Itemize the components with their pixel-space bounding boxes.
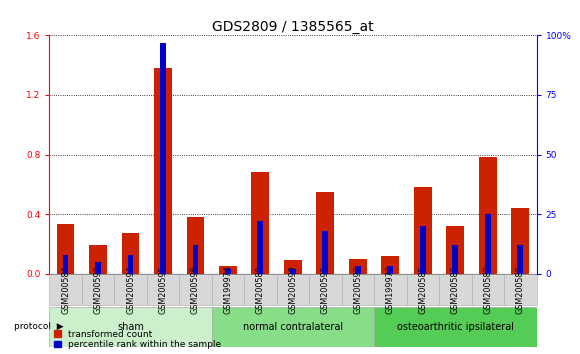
Bar [452, 245, 458, 274]
Bar [219, 266, 237, 274]
FancyBboxPatch shape [147, 274, 179, 305]
FancyBboxPatch shape [212, 307, 374, 347]
Text: GSM199974: GSM199974 [223, 265, 233, 314]
Text: GSM199973: GSM199973 [386, 265, 395, 314]
Bar [349, 259, 367, 274]
Text: GSM200595: GSM200595 [158, 265, 168, 314]
Bar [128, 255, 133, 274]
FancyBboxPatch shape [374, 274, 407, 305]
Bar [387, 267, 393, 274]
Bar [95, 262, 101, 274]
FancyBboxPatch shape [244, 274, 277, 305]
Text: GSM200585: GSM200585 [418, 265, 427, 314]
Text: GSM200594: GSM200594 [126, 265, 135, 314]
Text: GSM200596: GSM200596 [191, 265, 200, 314]
FancyBboxPatch shape [342, 274, 374, 305]
Bar [479, 158, 496, 274]
Title: GDS2809 / 1385565_at: GDS2809 / 1385565_at [212, 21, 374, 34]
FancyBboxPatch shape [114, 274, 147, 305]
Bar [258, 221, 263, 274]
Bar [160, 42, 166, 274]
Bar [187, 217, 204, 274]
Bar [225, 269, 231, 274]
Text: GSM200590: GSM200590 [288, 265, 298, 314]
Text: normal contralateral: normal contralateral [243, 322, 343, 332]
Bar [512, 208, 529, 274]
FancyBboxPatch shape [179, 274, 212, 305]
Bar [290, 269, 296, 274]
FancyBboxPatch shape [277, 274, 309, 305]
FancyBboxPatch shape [472, 274, 504, 305]
FancyBboxPatch shape [212, 274, 244, 305]
Bar [382, 256, 399, 274]
FancyBboxPatch shape [439, 274, 472, 305]
Bar [284, 260, 302, 274]
Text: GSM200589: GSM200589 [256, 265, 265, 314]
Text: protocol  ▶: protocol ▶ [14, 322, 63, 331]
Bar [447, 226, 464, 274]
Text: GSM200588: GSM200588 [516, 265, 525, 314]
Text: GSM200584: GSM200584 [61, 265, 70, 314]
FancyBboxPatch shape [374, 307, 536, 347]
Text: GSM200591: GSM200591 [321, 265, 330, 314]
Text: sham: sham [117, 322, 144, 332]
Bar [193, 245, 198, 274]
Text: GSM200587: GSM200587 [483, 265, 492, 314]
Bar [414, 187, 432, 274]
Bar [317, 192, 334, 274]
Bar [154, 68, 172, 274]
Bar [355, 267, 361, 274]
Text: GSM200592: GSM200592 [353, 265, 362, 314]
Bar [57, 224, 74, 274]
Bar [252, 172, 269, 274]
FancyBboxPatch shape [82, 274, 114, 305]
Text: GSM200586: GSM200586 [451, 265, 460, 314]
FancyBboxPatch shape [49, 274, 82, 305]
Text: osteoarthritic ipsilateral: osteoarthritic ipsilateral [397, 322, 514, 332]
Bar [485, 214, 491, 274]
FancyBboxPatch shape [504, 274, 536, 305]
Bar [63, 255, 68, 274]
FancyBboxPatch shape [309, 274, 342, 305]
FancyBboxPatch shape [407, 274, 439, 305]
Bar [420, 226, 426, 274]
Text: GSM200593: GSM200593 [93, 265, 103, 314]
Bar [517, 245, 523, 274]
Bar [322, 231, 328, 274]
Legend: transformed count, percentile rank within the sample: transformed count, percentile rank withi… [54, 330, 222, 349]
Bar [122, 233, 139, 274]
Bar [89, 245, 107, 274]
FancyBboxPatch shape [49, 307, 212, 347]
